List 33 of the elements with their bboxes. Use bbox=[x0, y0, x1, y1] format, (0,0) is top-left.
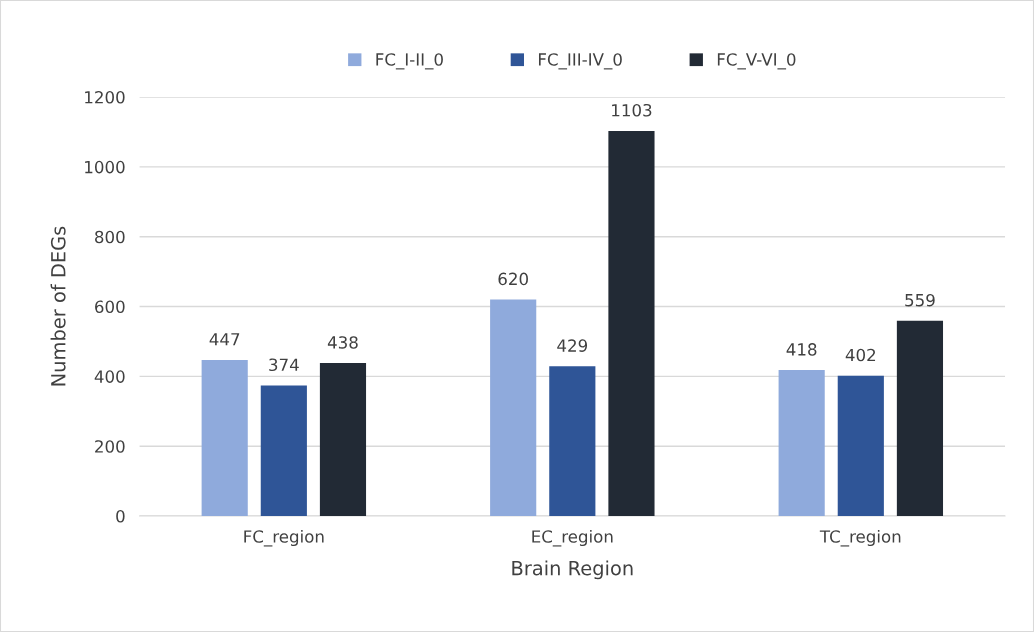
bar bbox=[778, 370, 825, 517]
bar bbox=[201, 359, 248, 517]
x-axis-title: Brain Region bbox=[512, 560, 633, 580]
x-tick-label: EC_region bbox=[532, 529, 613, 547]
bar bbox=[260, 385, 307, 517]
data-label: 402 bbox=[845, 348, 876, 362]
data-label: 559 bbox=[905, 293, 935, 307]
data-label: 374 bbox=[269, 358, 299, 372]
bar bbox=[837, 375, 884, 517]
bar bbox=[490, 299, 537, 517]
data-label: 620 bbox=[498, 272, 528, 286]
bar bbox=[608, 130, 655, 517]
data-label: 447 bbox=[209, 333, 240, 346]
data-label: 1103 bbox=[612, 103, 652, 117]
y-tick-label: 400 bbox=[94, 370, 125, 383]
data-label: 418 bbox=[786, 343, 817, 356]
legend-label: FC_V-VI_0 bbox=[717, 53, 796, 70]
y-tick-label: 800 bbox=[95, 230, 125, 244]
legend-label: FC_I-II_0 bbox=[376, 53, 443, 70]
bar bbox=[319, 363, 367, 517]
data-label: 429 bbox=[557, 339, 588, 352]
y-tick-label: 200 bbox=[95, 440, 125, 453]
bar bbox=[549, 366, 596, 517]
data-label: 438 bbox=[327, 336, 358, 349]
y-axis-title: Number of DEGs bbox=[50, 226, 66, 386]
bar bbox=[896, 320, 944, 517]
x-tick-label: TC_region bbox=[819, 529, 901, 547]
y-tick-label: 1000 bbox=[85, 160, 125, 174]
x-tick-label: FC_region bbox=[244, 529, 324, 547]
legend-label: FC_III-IV_0 bbox=[538, 53, 622, 70]
y-tick-label: 600 bbox=[95, 300, 125, 314]
y-tick-label: 1200 bbox=[85, 90, 125, 104]
y-tick-label: 0 bbox=[116, 509, 125, 523]
